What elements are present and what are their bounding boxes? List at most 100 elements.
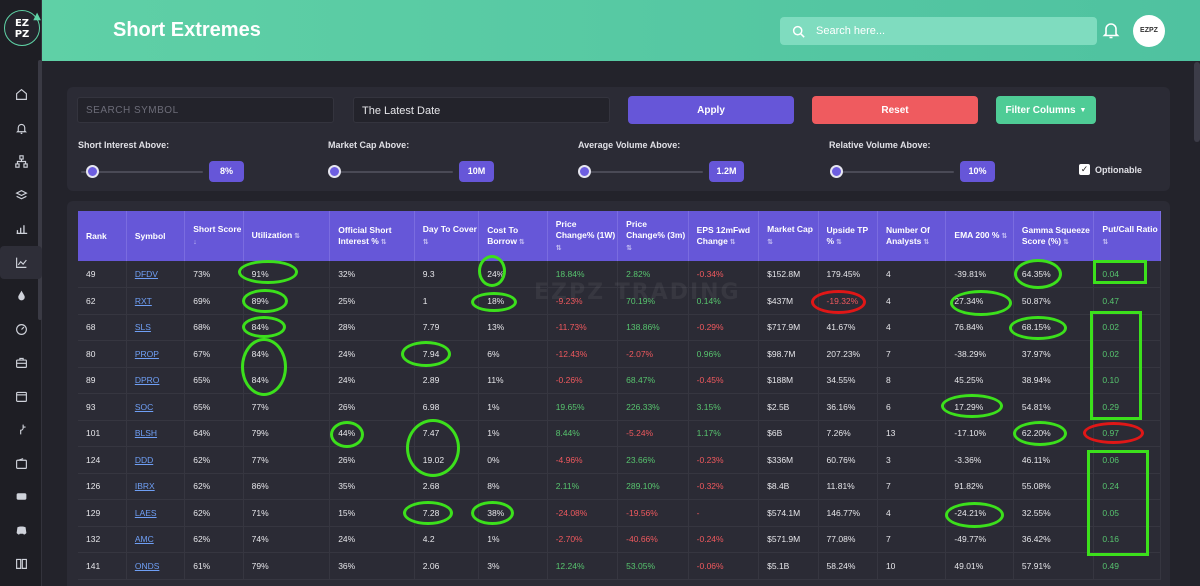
market-cap-slider-handle[interactable] (328, 165, 341, 178)
table-cell[interactable]: RXT (126, 287, 186, 315)
sort-icon[interactable]: ⇅ (516, 238, 525, 246)
calendar-icon[interactable] (0, 380, 42, 414)
short-interest-slider-handle[interactable] (86, 165, 99, 178)
column-header[interactable]: Day To Cover ⇅ (414, 211, 480, 261)
symbol-link[interactable]: ONDS (134, 560, 160, 571)
column-header[interactable]: Gamma Squeeze Score (%) ⇅ (1013, 211, 1095, 261)
column-header[interactable]: EMA 200 % ⇅ (945, 211, 1014, 261)
average-volume-slider-track[interactable] (581, 171, 703, 173)
date-select[interactable]: The Latest Date (353, 97, 610, 123)
column-header[interactable]: Cost To Borrow ⇅ (478, 211, 548, 261)
wallet-icon[interactable] (0, 447, 42, 481)
reset-button[interactable]: Reset (812, 96, 978, 124)
sort-icon[interactable]: ⇅ (999, 233, 1008, 240)
sort-icon[interactable]: ⇅ (292, 233, 301, 240)
notification-bell-icon[interactable] (1102, 21, 1120, 39)
average-volume-slider-handle[interactable] (578, 165, 591, 178)
table-cell[interactable]: DDD (126, 446, 186, 474)
column-header[interactable]: Symbol (126, 211, 186, 261)
column-header[interactable]: Price Change% (1W) ⇅ (547, 211, 619, 261)
sidebar-scrollbar[interactable] (38, 60, 42, 320)
table-cell: -38.29% (945, 340, 1014, 368)
symbol-link[interactable]: PROP (134, 348, 159, 359)
book-icon[interactable] (0, 547, 42, 581)
sort-icon[interactable]: ⇅ (626, 244, 633, 252)
table-row[interactable]: 129 LAES 62% 71% 15% 7.28 38% -24.08% -19.56% - $5… (78, 499, 1161, 527)
sort-icon[interactable]: ⇅ (1102, 239, 1109, 246)
layers-icon[interactable] (0, 179, 42, 213)
home-icon[interactable] (0, 78, 42, 112)
table-row[interactable]: 124 DDD 62% 77% 26% 19.02 0% -4.96% 23.66% -0.23%… (78, 446, 1161, 474)
bell-icon[interactable] (0, 112, 42, 146)
sort-icon[interactable]: ⇅ (1061, 238, 1069, 246)
market-cap-slider-track[interactable] (331, 171, 453, 173)
table-cell[interactable]: SLS (126, 314, 186, 341)
ticket-icon[interactable] (0, 480, 42, 514)
table-cell[interactable]: IBRX (126, 473, 186, 500)
table-cell[interactable]: LAES (126, 499, 186, 527)
optionable-checkbox[interactable]: ✓ (1079, 164, 1090, 175)
sort-icon[interactable]: ⇅ (378, 238, 387, 246)
table-cell[interactable]: ONDS (126, 552, 186, 580)
drop-icon[interactable] (0, 279, 42, 313)
avatar[interactable]: EZPZ (1133, 15, 1165, 47)
column-header[interactable]: Price Change% (3m) ⇅ (617, 211, 689, 261)
sort-icon[interactable]: ⇅ (727, 238, 736, 246)
table-row[interactable]: 62 RXT 69% 89% 25% 1 18% -9.23% 70.19% 0.14% $437M… (78, 287, 1161, 315)
relative-volume-slider-track[interactable] (832, 171, 954, 173)
column-header[interactable]: Utilization ⇅ (243, 211, 331, 261)
symbol-link[interactable]: DDD (134, 454, 154, 465)
column-header[interactable]: Upside TP % ⇅ (818, 211, 878, 261)
column-header[interactable]: Official Short Interest % ⇅ (329, 211, 415, 261)
apply-button[interactable]: Apply (628, 96, 794, 124)
sort-icon[interactable]: ⇅ (767, 239, 774, 246)
column-header[interactable]: Put/Call Ratio ⇅ (1093, 211, 1161, 261)
symbol-link[interactable]: RXT (134, 295, 152, 306)
symbol-link[interactable]: DPRO (134, 375, 160, 386)
search-box[interactable] (780, 17, 1097, 45)
symbol-link[interactable]: BLSH (134, 428, 158, 439)
bar-chart-icon[interactable] (0, 212, 42, 246)
table-row[interactable]: 126 IBRX 62% 86% 35% 2.68 8% 2.11% 289.10% -0.32%… (78, 473, 1161, 500)
sort-icon[interactable]: ⇅ (921, 238, 930, 246)
table-cell[interactable]: DFDV (126, 261, 186, 288)
symbol-link[interactable]: SLS (134, 322, 151, 333)
relative-volume-slider-handle[interactable] (830, 165, 843, 178)
discord-icon[interactable] (0, 514, 42, 548)
table-row[interactable]: 93 SOC 65% 77% 26% 6.98 1% 19.65% 226.33% 3.15% $2… (78, 393, 1161, 421)
page-scrollbar[interactable] (1194, 62, 1200, 142)
column-header[interactable]: EPS 12mFwd Change ⇅ (688, 211, 760, 261)
symbol-link[interactable]: LAES (134, 507, 157, 518)
briefcase-icon[interactable] (0, 346, 42, 380)
sitemap-icon[interactable] (0, 145, 42, 179)
short-interest-slider-track[interactable] (81, 171, 203, 173)
symbol-search-input[interactable]: SEARCH SYMBOL (77, 97, 334, 123)
column-header[interactable]: Short Score ↓ (184, 211, 244, 261)
table-row[interactable]: 101 BLSH 64% 79% 44% 7.47 1% 8.44% -5.24% 1.17% $6… (78, 420, 1161, 447)
table-cell[interactable]: SOC (126, 393, 186, 421)
column-header[interactable]: Rank (78, 211, 127, 261)
plug-icon[interactable] (0, 413, 42, 447)
table-row[interactable]: 68 SLS 68% 84% 28% 7.79 13% -11.73% 138.86% -0.29… (78, 314, 1161, 341)
line-chart-icon[interactable] (0, 245, 42, 279)
sort-icon[interactable]: ⇅ (555, 244, 562, 252)
sort-icon[interactable]: ⇅ (834, 238, 842, 246)
filter-columns-button[interactable]: Filter Columns ▼ (996, 96, 1096, 124)
table-cell[interactable]: DPRO (126, 367, 186, 394)
symbol-link[interactable]: DFDV (134, 269, 158, 279)
column-header[interactable]: Number Of Analysts ⇅ (877, 211, 947, 261)
search-input[interactable] (816, 25, 1076, 37)
table-row[interactable]: 141 ONDS 61% 79% 36% 2.06 3% 12.24% 53.05% -0.06%… (78, 552, 1161, 580)
symbol-link[interactable]: AMC (134, 534, 154, 545)
gauge-icon[interactable] (0, 313, 42, 347)
table-cell[interactable]: AMC (126, 526, 186, 553)
sort-icon[interactable]: ⇅ (422, 239, 429, 246)
table-cell[interactable]: BLSH (126, 420, 186, 447)
symbol-link[interactable]: SOC (134, 401, 154, 412)
column-header[interactable]: Market Cap ⇅ (758, 211, 819, 261)
symbol-link[interactable]: IBRX (134, 481, 155, 492)
table-row[interactable]: 132 AMC 62% 74% 24% 4.2 1% -2.70% -40.66% -0.24% $… (78, 526, 1161, 553)
table-cell[interactable]: PROP (126, 340, 186, 368)
sort-desc-icon[interactable]: ↓ (193, 239, 197, 246)
app-logo[interactable]: EZ PZ ▲ (4, 10, 41, 46)
